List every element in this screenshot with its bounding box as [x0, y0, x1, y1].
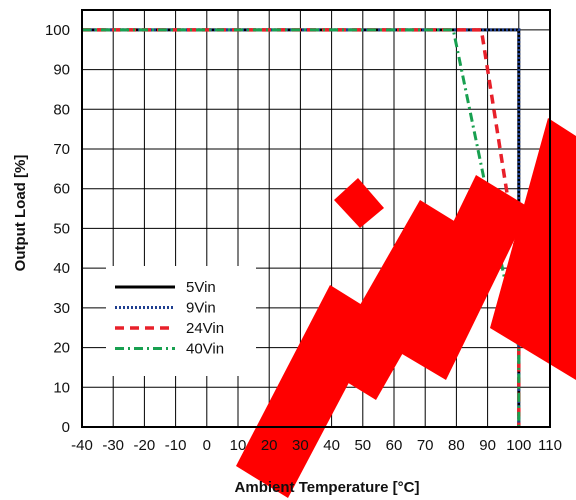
y-tick-label: 80 — [53, 101, 70, 118]
watermark-stroke-3 — [324, 200, 472, 400]
legend-box — [106, 266, 256, 376]
y-tick-label: 90 — [53, 62, 70, 79]
x-tick-label: 10 — [230, 437, 247, 454]
x-tick-label: -20 — [134, 437, 156, 454]
y-axis-label: Output Load [%] — [12, 155, 29, 272]
x-tick-label: 80 — [448, 437, 465, 454]
y-tick-label: 0 — [62, 419, 70, 436]
y-tick-label: 20 — [53, 340, 70, 357]
x-tick-label: 50 — [354, 437, 371, 454]
x-tick-label: -30 — [102, 437, 124, 454]
x-tick-label: 100 — [506, 437, 531, 454]
legend: 5Vin 9Vin 24Vin 40Vin — [106, 266, 256, 376]
y-tick-label: 70 — [53, 141, 70, 158]
watermark — [236, 118, 576, 498]
watermark-stroke-2 — [334, 178, 384, 228]
x-tick-label: 70 — [417, 437, 434, 454]
x-tick-label: 90 — [479, 437, 496, 454]
x-tick-label: 30 — [292, 437, 309, 454]
y-tick-label: 40 — [53, 260, 70, 277]
y-tick-label: 60 — [53, 181, 70, 198]
x-axis-label: Ambient Temperature [°C] — [235, 479, 420, 496]
watermark-stroke-6 — [562, 145, 576, 175]
legend-label-9vin: 9Vin — [186, 300, 216, 317]
legend-label-24vin: 24Vin — [186, 320, 224, 337]
y-tick-label: 100 — [45, 22, 70, 39]
x-tick-label: -10 — [165, 437, 187, 454]
legend-label-40vin: 40Vin — [186, 341, 224, 358]
plot-frame — [81, 9, 551, 428]
x-tick-label: -40 — [71, 437, 93, 454]
y-tick-label: 50 — [53, 220, 70, 237]
legend-label-5vin: 5Vin — [186, 279, 216, 296]
x-tick-label: 110 — [538, 437, 562, 454]
y-tick-label: 30 — [53, 300, 70, 317]
series-line-24vin — [82, 28, 521, 427]
x-tick-label: 0 — [203, 437, 211, 454]
watermark-stroke-5 — [490, 118, 576, 380]
y-tick-label: 10 — [53, 379, 70, 396]
watermark-stroke-4 — [392, 175, 530, 380]
x-tick-label: 20 — [261, 437, 278, 454]
x-tick-label: 40 — [323, 437, 340, 454]
x-tick-label: 60 — [386, 437, 403, 454]
tick-labels: -40 -30 -20 -10 0 10 20 30 40 50 60 70 80 90 100 110 0 10… — [45, 22, 562, 454]
